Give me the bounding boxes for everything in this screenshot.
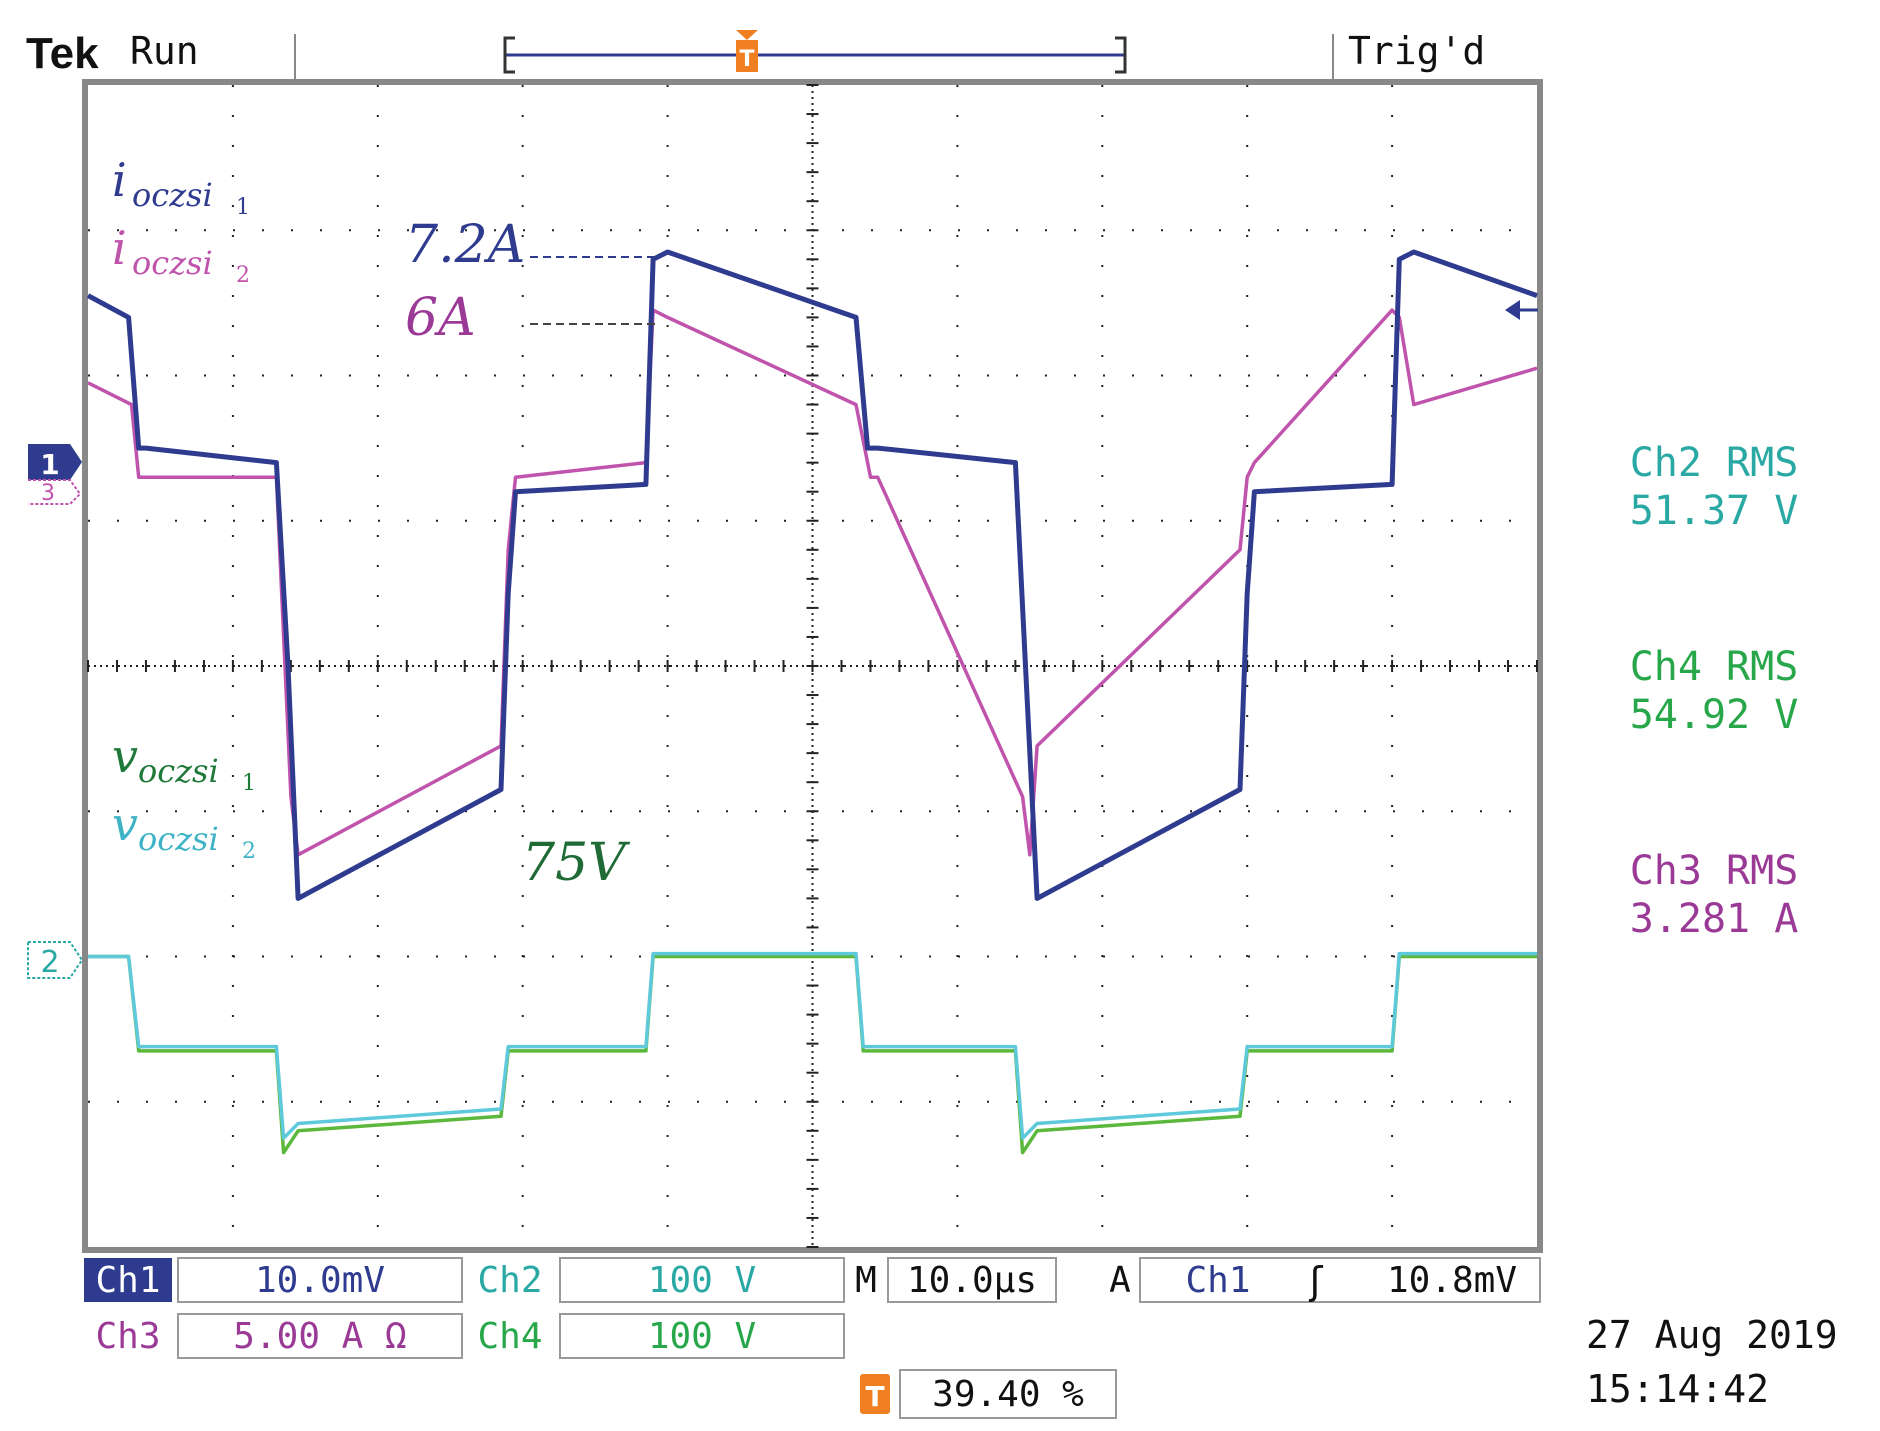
traces xyxy=(86,249,1538,1155)
run-state: Run xyxy=(130,29,199,73)
timebase-value: 10.0µs xyxy=(907,1260,1037,1301)
ch3-marker-label: 3 xyxy=(41,481,55,506)
svg-text:v: v xyxy=(112,729,138,783)
svg-text:1: 1 xyxy=(236,195,250,220)
ch2-label: Ch2 xyxy=(477,1260,542,1301)
trigger-mode-label: A xyxy=(1109,1260,1131,1301)
svg-text:v: v xyxy=(112,797,138,851)
status-bar: Ch1 10.0mV Ch2 100 V M 10.0µs A Ch1 ʃ 10… xyxy=(84,1257,1838,1419)
ch4-scale-readout[interactable]: Ch4 100 V xyxy=(477,1313,845,1359)
trace-ch3 xyxy=(87,308,1538,857)
record-position-bar[interactable]: T xyxy=(503,30,1127,74)
trace-ch2 xyxy=(88,951,1537,1140)
time-readout: 15:14:42 xyxy=(1586,1367,1769,1411)
graticule-frame xyxy=(82,79,1543,1253)
trigger-position-icon xyxy=(860,1374,890,1414)
ch4-scale: 100 V xyxy=(648,1316,756,1357)
timebase-label: M xyxy=(855,1260,877,1301)
ch1-marker-label: 1 xyxy=(40,448,59,481)
svg-text:2: 2 xyxy=(242,839,256,864)
record-trigger-glyph: T xyxy=(739,47,754,72)
trace-ch1 xyxy=(86,249,1538,901)
trigger-readout[interactable]: A Ch1 ʃ 10.8mV xyxy=(1109,1257,1541,1303)
svg-text:1: 1 xyxy=(242,771,256,796)
trigger-status: Trig'd xyxy=(1348,29,1485,73)
ch3-scale: 5.00 A Ω xyxy=(233,1316,406,1357)
svg-text:oczsi: oczsi xyxy=(138,752,219,790)
trigger-position-glyph: T xyxy=(865,1380,884,1413)
trigger-level-arrow[interactable] xyxy=(1505,300,1538,320)
graticule-grid xyxy=(87,84,1538,1248)
ch2-marker-label: 2 xyxy=(40,945,59,980)
ch4-label: Ch4 xyxy=(477,1316,542,1357)
rising-edge-icon: ʃ xyxy=(1309,1259,1324,1303)
svg-text:oczsi: oczsi xyxy=(138,820,219,858)
svg-text:i: i xyxy=(112,221,127,275)
timebase-readout[interactable]: M 10.0µs xyxy=(855,1257,1057,1303)
ch1-ground-marker[interactable]: 1 xyxy=(28,444,82,481)
ch1-label: Ch1 xyxy=(95,1260,160,1301)
measurement-title: Ch2 RMS xyxy=(1630,440,1799,486)
label-voczsi2: v oczsi 2 xyxy=(112,797,256,864)
label-ioczsi1: i oczsi 1 xyxy=(112,153,250,220)
measurement-value: 3.281 A xyxy=(1630,896,1799,942)
record-trigger-icon xyxy=(736,40,758,72)
annotation-peak-i2: 6A xyxy=(405,288,476,348)
ch2-ground-marker[interactable]: 2 xyxy=(27,941,84,980)
ch2-scale-readout[interactable]: Ch2 100 V xyxy=(477,1257,845,1303)
annotation-peak-v: 75V xyxy=(522,833,630,893)
ch3-scale-readout[interactable]: Ch3 5.00 A Ω xyxy=(95,1313,463,1359)
svg-text:2: 2 xyxy=(236,263,250,288)
ch2-scale: 100 V xyxy=(648,1260,756,1301)
ch3-label: Ch3 xyxy=(95,1316,160,1357)
measurement-title: Ch4 RMS xyxy=(1630,644,1799,690)
annotation-peak-i1: 7.2A xyxy=(405,215,525,275)
measurement-title: Ch3 RMS xyxy=(1630,848,1799,894)
svg-text:oczsi: oczsi xyxy=(132,176,213,214)
measurement-value: 54.92 V xyxy=(1630,692,1799,738)
trigger-source: Ch1 xyxy=(1185,1260,1250,1301)
ch1-scale: 10.0mV xyxy=(255,1260,385,1301)
trigger-position-readout[interactable]: T 39.40 % xyxy=(860,1369,1117,1419)
label-voczsi1: v oczsi 1 xyxy=(112,729,256,796)
trigger-level: 10.8mV xyxy=(1387,1260,1517,1301)
measurement-value: 51.37 V xyxy=(1630,488,1799,534)
label-ioczsi2: i oczsi 2 xyxy=(112,221,250,288)
svg-text:i: i xyxy=(112,153,127,207)
trigger-position-value: 39.40 % xyxy=(932,1374,1084,1415)
ch1-scale-readout[interactable]: Ch1 10.0mV xyxy=(84,1257,463,1303)
date-readout: 27 Aug 2019 xyxy=(1586,1313,1838,1357)
svg-text:oczsi: oczsi xyxy=(132,244,213,282)
brand-logo: Tek xyxy=(26,29,99,78)
ch3-ground-marker[interactable]: 3 xyxy=(28,479,82,506)
